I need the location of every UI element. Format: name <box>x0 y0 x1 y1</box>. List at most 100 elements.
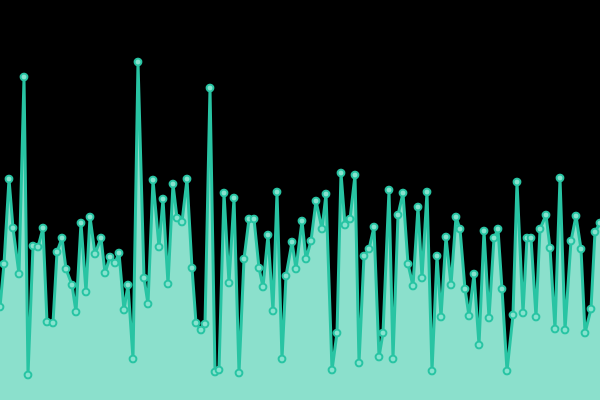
data-point-marker <box>451 212 461 222</box>
data-point-marker <box>168 179 178 189</box>
data-point-marker <box>76 218 86 228</box>
data-point-marker <box>354 358 364 368</box>
data-point-marker <box>350 170 360 180</box>
data-point-marker <box>219 188 229 198</box>
data-point-marker <box>67 280 77 290</box>
data-point-marker <box>545 243 555 253</box>
data-point-marker <box>388 354 398 364</box>
data-point-marker <box>580 328 590 338</box>
data-point-marker <box>327 365 337 375</box>
data-point-marker <box>576 244 586 254</box>
data-point-marker <box>214 365 224 375</box>
data-point-marker <box>460 284 470 294</box>
data-point-marker <box>586 304 596 314</box>
data-point-marker <box>502 366 512 376</box>
data-point-marker <box>81 287 91 297</box>
data-point-marker <box>571 211 581 221</box>
data-point-marker <box>119 305 129 315</box>
data-point-marker <box>541 210 551 220</box>
data-point-marker <box>432 251 442 261</box>
data-point-marker <box>301 254 311 264</box>
data-point-marker <box>535 224 545 234</box>
data-point-marker <box>336 168 346 178</box>
data-point-marker <box>291 264 301 274</box>
data-point-marker <box>133 57 143 67</box>
data-point-marker <box>23 370 33 380</box>
data-point-marker <box>590 227 600 237</box>
data-point-marker <box>595 218 600 228</box>
data-point-marker <box>512 177 522 187</box>
data-point-marker <box>555 173 565 183</box>
data-point-marker <box>0 259 9 269</box>
data-point-marker <box>268 306 278 316</box>
data-point-marker <box>497 284 507 294</box>
data-point-marker <box>4 174 14 184</box>
data-point-marker <box>518 308 528 318</box>
data-point-marker <box>8 223 18 233</box>
data-point-marker <box>229 193 239 203</box>
data-point-marker <box>479 226 489 236</box>
data-point-marker <box>417 273 427 283</box>
data-point-marker <box>100 268 110 278</box>
data-point-marker <box>38 223 48 233</box>
data-point-marker <box>61 264 71 274</box>
data-point-marker <box>263 230 273 240</box>
data-point-marker <box>398 188 408 198</box>
data-point-marker <box>110 258 120 268</box>
data-point-marker <box>531 312 541 322</box>
data-point-marker <box>441 232 451 242</box>
data-point-marker <box>469 269 479 279</box>
data-point-marker <box>493 224 503 234</box>
data-point-marker <box>287 237 297 247</box>
data-point-marker <box>258 282 268 292</box>
data-point-marker <box>474 340 484 350</box>
data-point-marker <box>114 248 124 258</box>
data-point-marker <box>384 185 394 195</box>
data-point-marker <box>19 72 29 82</box>
data-point-marker <box>297 216 307 226</box>
data-point-marker <box>364 244 374 254</box>
data-point-marker <box>413 202 423 212</box>
data-point-marker <box>48 318 58 328</box>
data-point-marker <box>205 83 215 93</box>
data-point-marker <box>374 352 384 362</box>
data-point-marker <box>332 328 342 338</box>
data-point-marker <box>464 311 474 321</box>
data-point-marker <box>128 354 138 364</box>
data-point-marker <box>345 214 355 224</box>
data-point-marker <box>191 318 201 328</box>
data-point-marker <box>369 222 379 232</box>
area-fill <box>0 62 600 400</box>
data-point-marker <box>306 236 316 246</box>
data-point-marker <box>33 242 43 252</box>
data-point-marker <box>57 233 67 243</box>
data-point-marker <box>281 271 291 281</box>
data-point-marker <box>105 252 115 262</box>
data-point-marker <box>378 328 388 338</box>
data-point-marker <box>139 273 149 283</box>
data-point-marker <box>200 319 210 329</box>
data-point-marker <box>422 187 432 197</box>
data-point-marker <box>196 325 206 335</box>
data-point-marker <box>177 217 187 227</box>
data-point-marker <box>85 212 95 222</box>
data-point-marker <box>143 299 153 309</box>
data-point-marker <box>427 366 437 376</box>
data-point-marker <box>187 263 197 273</box>
data-point-marker <box>96 233 106 243</box>
data-point-marker <box>446 280 456 290</box>
data-point-marker <box>489 233 499 243</box>
data-point-marker <box>526 233 536 243</box>
data-point-marker <box>158 194 168 204</box>
data-point-marker <box>403 259 413 269</box>
data-point-marker <box>321 189 331 199</box>
data-point-marker <box>272 187 282 197</box>
data-point-marker <box>0 302 5 312</box>
data-point-marker <box>436 312 446 322</box>
data-point-marker <box>550 324 560 334</box>
data-point-marker <box>52 247 62 257</box>
data-point-marker <box>249 214 259 224</box>
data-point-marker <box>359 251 369 261</box>
